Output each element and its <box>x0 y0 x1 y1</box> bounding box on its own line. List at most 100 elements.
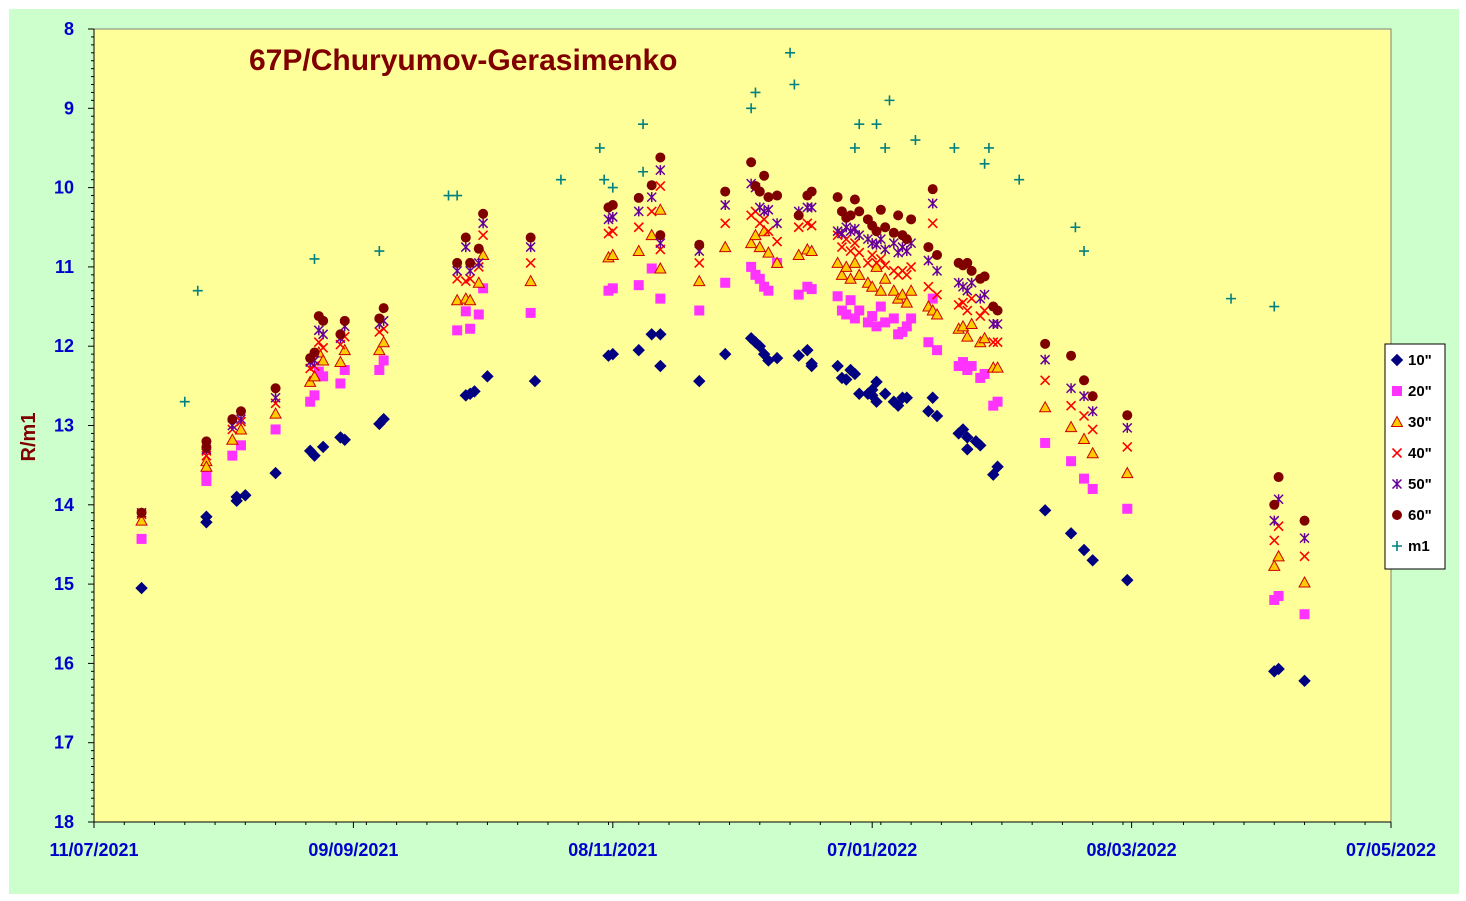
data-point <box>693 374 706 388</box>
data-point <box>900 296 914 308</box>
data-point <box>654 261 667 274</box>
data-point <box>227 450 238 461</box>
data-point <box>655 180 666 192</box>
data-point <box>465 257 476 268</box>
data-point <box>932 250 943 261</box>
data-point <box>932 265 943 276</box>
data-point <box>749 228 762 241</box>
data-point <box>718 240 732 253</box>
data-point <box>646 263 657 274</box>
data-point <box>654 359 667 373</box>
data-point <box>854 206 865 217</box>
data-point <box>692 274 706 287</box>
data-point <box>1038 504 1052 517</box>
data-point <box>1267 559 1281 571</box>
data-point <box>201 476 212 487</box>
series-1 <box>135 328 1311 688</box>
legend-marker <box>1391 478 1403 490</box>
y-tick-label: 12 <box>54 336 74 356</box>
data-point <box>975 311 986 322</box>
data-point <box>339 364 350 375</box>
legend-label: 20" <box>1408 383 1432 400</box>
data-point <box>1299 515 1310 526</box>
data-point <box>845 210 856 221</box>
data-point <box>478 230 489 241</box>
data-point <box>1014 174 1025 185</box>
data-point <box>377 335 391 348</box>
data-point <box>841 309 852 320</box>
y-tick-label: 8 <box>64 19 74 39</box>
data-point <box>750 87 761 98</box>
data-point <box>607 226 618 237</box>
data-point <box>318 371 329 382</box>
data-point <box>1087 406 1098 417</box>
data-point <box>1077 432 1091 444</box>
data-point <box>979 289 990 300</box>
data-point <box>806 186 817 197</box>
data-point <box>853 387 866 400</box>
data-point <box>792 349 805 362</box>
data-point <box>988 337 999 348</box>
x-axis: 11/07/2021 09/09/2021 08/11/2021 07/01/2022… <box>49 821 1436 860</box>
data-point <box>335 378 346 389</box>
data-point <box>654 328 667 341</box>
y-tick-label: 11 <box>55 257 74 277</box>
data-point <box>192 285 203 296</box>
data-point <box>841 234 852 245</box>
legend-marker <box>1392 541 1402 551</box>
data-point <box>978 331 991 344</box>
data-point <box>1079 375 1090 386</box>
series-3 <box>135 203 1311 588</box>
data-point <box>239 489 252 502</box>
data-point <box>1299 609 1310 620</box>
data-point <box>805 244 819 257</box>
data-point <box>718 347 732 361</box>
data-point <box>974 439 987 452</box>
data-point <box>836 228 847 239</box>
data-point <box>478 283 489 294</box>
data-point <box>759 170 770 181</box>
data-point <box>606 248 620 261</box>
data-point <box>772 236 783 247</box>
data-point <box>746 103 757 114</box>
data-point <box>1040 338 1051 349</box>
data-point <box>1272 662 1285 676</box>
data-point <box>956 423 970 436</box>
data-point <box>844 272 857 284</box>
data-point <box>792 248 806 261</box>
data-point <box>930 307 944 320</box>
data-point <box>906 261 917 272</box>
data-point <box>759 214 770 225</box>
data-point <box>870 375 883 389</box>
data-point <box>1040 375 1051 386</box>
data-point <box>805 359 818 373</box>
data-point <box>832 192 843 203</box>
y-axis: 8 9 10 11 12 13 14 15 16 17 18 <box>54 19 95 832</box>
data-point <box>961 431 974 444</box>
data-point <box>746 261 757 272</box>
data-point <box>966 265 977 276</box>
data-point <box>305 396 316 407</box>
y-tick-label: 14 <box>54 495 74 515</box>
data-point <box>793 222 804 233</box>
data-point <box>179 396 190 407</box>
data-point <box>720 218 731 229</box>
data-point <box>762 246 775 258</box>
data-point <box>599 174 610 185</box>
data-point <box>1087 391 1098 402</box>
data-point <box>465 323 476 334</box>
y-tick-label: 15 <box>54 574 74 594</box>
data-point <box>927 184 938 195</box>
data-point <box>478 208 489 219</box>
data-point <box>524 274 538 287</box>
data-point <box>1087 483 1098 494</box>
data-point <box>525 307 536 318</box>
data-point <box>1273 521 1284 532</box>
data-point <box>901 269 912 280</box>
data-point <box>200 516 213 529</box>
series-2 <box>136 257 1310 620</box>
data-point <box>862 317 873 328</box>
x-tick-label: 07/05/2022 <box>1346 840 1436 860</box>
data-point <box>638 119 649 130</box>
data-point <box>852 268 866 280</box>
